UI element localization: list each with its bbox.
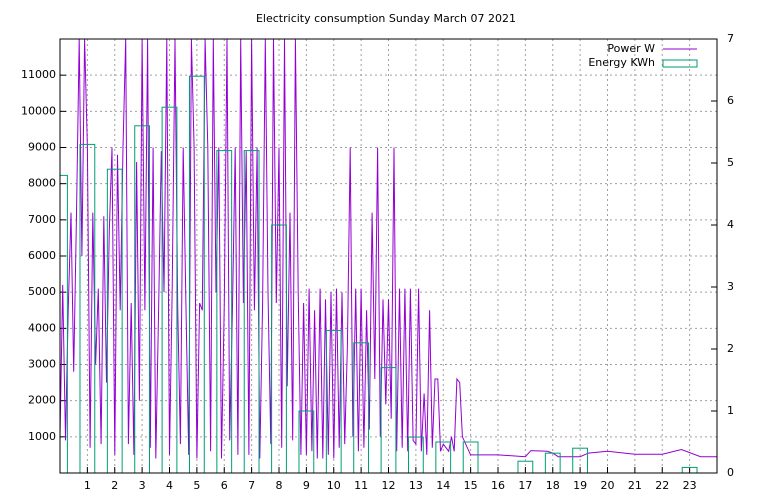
x-tick-label: 5 xyxy=(193,479,200,492)
y2-tick-label: 1 xyxy=(727,404,734,417)
legend-swatch xyxy=(662,59,698,68)
x-tick-label: 4 xyxy=(166,479,173,492)
y2-tick-label: 2 xyxy=(727,342,734,355)
x-tick-label: 17 xyxy=(518,479,532,492)
energy-box xyxy=(407,436,424,473)
x-tick-label: 3 xyxy=(139,479,146,492)
energy-box xyxy=(435,441,452,473)
energy-box xyxy=(271,224,287,473)
energy-box xyxy=(216,150,233,473)
x-tick-label: 22 xyxy=(655,479,669,492)
y2-tick-label: 7 xyxy=(727,32,734,45)
energy-box xyxy=(79,143,96,473)
y2-tick-label: 5 xyxy=(727,156,734,169)
x-tick-label: 11 xyxy=(354,479,368,492)
x-tick-label: 13 xyxy=(409,479,423,492)
y2-tick-label: 4 xyxy=(727,218,734,231)
y-tick-label: 10000 xyxy=(21,104,56,117)
y-tick-label: 2000 xyxy=(28,394,56,407)
energy-box xyxy=(380,367,397,473)
x-tick-label: 10 xyxy=(327,479,341,492)
y-tick-label: 4000 xyxy=(28,321,56,334)
x-tick-label: 2 xyxy=(111,479,118,492)
energy-box xyxy=(243,150,260,473)
y-tick-label: 8000 xyxy=(28,177,56,190)
x-tick-label: 8 xyxy=(276,479,283,492)
x-tick-label: 16 xyxy=(491,479,505,492)
x-tick-label: 9 xyxy=(303,479,310,492)
y-tick-label: 1000 xyxy=(28,430,56,443)
energy-box xyxy=(517,460,534,473)
energy-box xyxy=(134,125,151,473)
x-tick-label: 18 xyxy=(546,479,560,492)
x-tick-label: 23 xyxy=(683,479,697,492)
x-tick-label: 1 xyxy=(84,479,91,492)
x-tick-label: 21 xyxy=(628,479,642,492)
energy-box xyxy=(298,410,315,473)
y2-tick-label: 6 xyxy=(727,94,734,107)
energy-box xyxy=(325,329,342,473)
energy-box xyxy=(60,174,68,473)
x-tick-label: 12 xyxy=(382,479,396,492)
y-tick-label: 9000 xyxy=(28,141,56,154)
x-tick-label: 19 xyxy=(573,479,587,492)
legend-label: Energy KWh xyxy=(588,56,655,69)
y2-tick-label: 0 xyxy=(727,466,734,479)
y-tick-label: 11000 xyxy=(21,68,56,81)
x-tick-label: 7 xyxy=(248,479,255,492)
power-line xyxy=(60,39,717,459)
energy-box xyxy=(544,452,561,473)
legend-label: Power W xyxy=(607,42,655,55)
y-tick-label: 5000 xyxy=(28,285,56,298)
plot-area xyxy=(60,39,717,473)
x-tick-label: 15 xyxy=(464,479,478,492)
y-tick-label: 7000 xyxy=(28,213,56,226)
energy-box xyxy=(681,466,698,473)
energy-box xyxy=(572,447,589,473)
plot-border xyxy=(59,38,718,474)
chart-title: Electricity consumption Sunday March 07 … xyxy=(256,12,516,25)
energy-box xyxy=(462,441,479,473)
y-tick-label: 3000 xyxy=(28,358,56,371)
y2-tick-label: 3 xyxy=(727,280,734,293)
x-tick-label: 14 xyxy=(436,479,450,492)
x-tick-label: 20 xyxy=(601,479,615,492)
y-tick-label: 6000 xyxy=(28,249,56,262)
x-tick-label: 6 xyxy=(221,479,228,492)
energy-box xyxy=(353,342,370,473)
